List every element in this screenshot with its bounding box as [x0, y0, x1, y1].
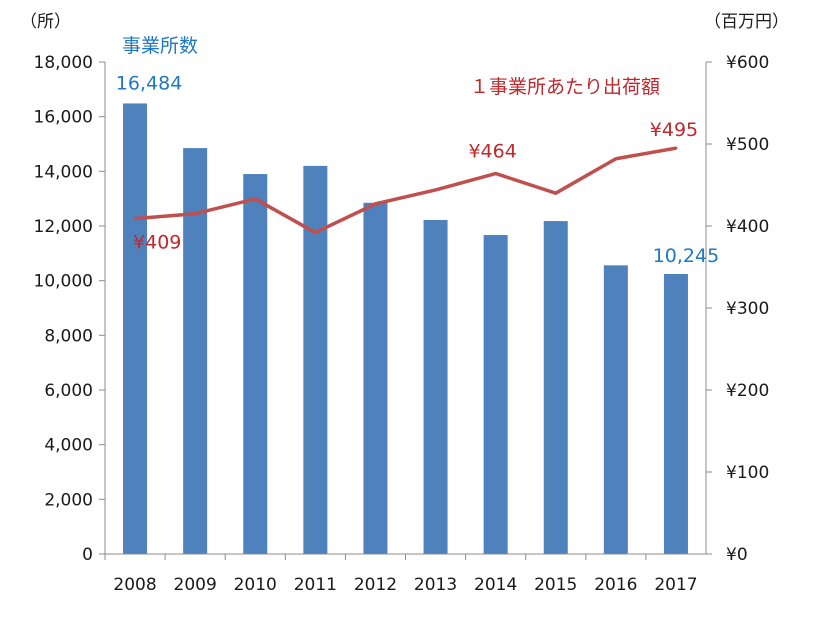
line-point-2013 — [434, 188, 438, 192]
x-tick-label: 2015 — [534, 575, 577, 595]
bar-2012 — [363, 202, 388, 554]
line-point-2011 — [313, 231, 317, 235]
x-tick-label: 2011 — [294, 575, 337, 595]
x-tick-label: 2014 — [474, 575, 517, 595]
data-label-bar-2008: 16,484 — [116, 72, 182, 94]
bar-2008 — [123, 103, 148, 555]
left-tick-label: 14,000 — [34, 162, 93, 182]
line-path — [134, 146, 677, 235]
right-tick-label: ¥600 — [726, 53, 769, 73]
left-axis-unit: （所） — [20, 12, 71, 32]
data-label-line-2017: ¥495 — [650, 119, 698, 141]
line-point-2015 — [554, 191, 558, 195]
left-tick-label: 6,000 — [44, 381, 93, 401]
left-tick-label: 8,000 — [44, 326, 93, 346]
right-tick-label: ¥100 — [726, 463, 769, 483]
right-axis: ¥0 ¥100 ¥200 ¥300 ¥400 ¥500 ¥600 — [705, 53, 769, 565]
bar-2017 — [663, 273, 688, 554]
line-point-2016 — [614, 157, 618, 161]
x-tick-label: 2012 — [354, 575, 397, 595]
right-tick-label: ¥300 — [726, 299, 769, 319]
right-tick-label: ¥400 — [726, 217, 769, 237]
legend-bar-series: 事業所数 — [122, 35, 198, 57]
right-tick-label: ¥200 — [726, 381, 769, 401]
x-axis: 2008 2009 2010 2011 2012 2013 2014 2015 2016 2017 — [104, 553, 706, 595]
right-tick-label: ¥500 — [726, 135, 769, 155]
left-axis: 0 2,000 4,000 6,000 8,000 10,000 12,000 14,000 1… — [34, 53, 106, 565]
data-label-line-2014: ¥464 — [468, 141, 516, 163]
data-label-line-2008: ¥409 — [133, 232, 181, 254]
line-point-2009 — [193, 212, 197, 216]
left-tick-label: 10,000 — [34, 272, 93, 292]
x-tick-label: 2017 — [654, 575, 697, 595]
bar-series — [123, 103, 688, 555]
line-point-2017 — [674, 146, 678, 150]
left-tick-label: 2,000 — [44, 490, 93, 510]
line-point-2014 — [494, 172, 498, 176]
x-tick-label: 2013 — [414, 575, 457, 595]
right-tick-label: ¥0 — [726, 545, 748, 565]
x-tick-label: 2016 — [594, 575, 637, 595]
bar-2013 — [423, 219, 448, 554]
x-tick-label: 2008 — [113, 575, 156, 595]
bar-2014 — [483, 235, 508, 554]
line-point-2012 — [373, 202, 377, 206]
left-tick-label: 16,000 — [34, 108, 93, 128]
bar-2010 — [243, 174, 268, 555]
right-axis-unit: （百万円） — [704, 12, 789, 32]
x-tick-label: 2010 — [234, 575, 277, 595]
x-tick-label: 2009 — [174, 575, 217, 595]
line-point-2010 — [253, 197, 257, 201]
data-label-bar-2017: 10,245 — [653, 245, 719, 267]
bar-2009 — [183, 148, 208, 554]
legend-line-series: １事業所あたり出荷額 — [470, 76, 660, 98]
bar-2015 — [543, 221, 568, 554]
bar-2011 — [303, 165, 328, 554]
left-tick-label: 12,000 — [34, 217, 93, 237]
left-tick-label: 4,000 — [44, 436, 93, 456]
line-series — [133, 146, 678, 235]
line-point-2008 — [133, 217, 137, 221]
bar-2016 — [603, 265, 628, 554]
left-tick-label: 18,000 — [34, 53, 93, 73]
left-tick-label: 0 — [82, 545, 93, 565]
